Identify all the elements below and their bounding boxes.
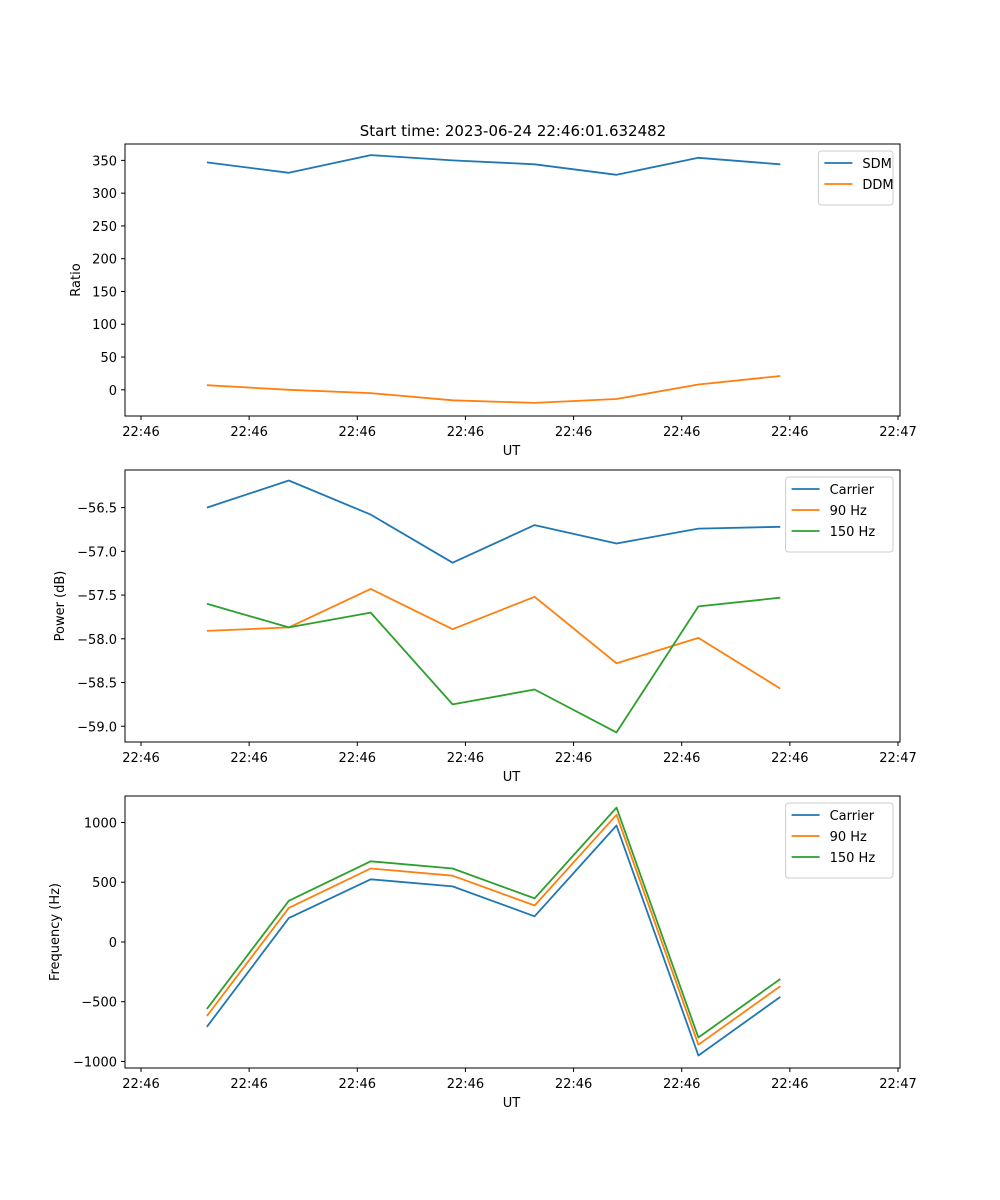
legend-label: 150 Hz [830, 851, 876, 866]
x-tick-label: 22:46 [771, 425, 808, 440]
axes-frame [124, 795, 901, 1069]
y-tick-label: −59.0 [77, 720, 117, 735]
x-tick-label: 22:46 [122, 1077, 159, 1092]
x-tick-label: 22:46 [339, 425, 376, 440]
x-tick-label: 22:46 [230, 751, 267, 766]
x-tick-label: 22:46 [771, 751, 808, 766]
legend-box [785, 476, 894, 553]
series-line-carrier [206, 479, 781, 564]
x-tick-label: 22:46 [230, 1077, 267, 1092]
x-tick-label: 22:46 [555, 751, 592, 766]
x-tick-label: 22:46 [339, 1077, 376, 1092]
x-tick-label: 22:46 [339, 751, 376, 766]
x-tick-label: 22:46 [230, 425, 267, 440]
legend: SDM DDM [817, 150, 894, 206]
series-line-ddm [206, 375, 781, 404]
y-tick-label: −500 [81, 996, 117, 1011]
y-tick-label: −57.5 [77, 589, 117, 604]
legend-box [817, 150, 894, 206]
series-line-90-hz [206, 588, 781, 690]
y-tick-label: 50 [100, 351, 117, 366]
legend-label: Carrier [830, 483, 875, 498]
series-line-150-hz [206, 596, 781, 734]
y-tick-label: 300 [92, 187, 117, 202]
x-tick-label: 22:46 [447, 751, 484, 766]
x-axis-label: UT [503, 444, 521, 459]
chart-panel-3: 22:46 22:46 22:46 22:46 22:46 22:46 22:46 22:47… [48, 795, 917, 1111]
x-tick-label: 22:46 [122, 425, 159, 440]
x-tick-label: 22:46 [122, 751, 159, 766]
chart-panels: 22:46 22:46 22:46 22:46 22:46 22:46 22:46 22:47… [48, 143, 917, 1111]
y-tick-label: 1000 [84, 817, 117, 832]
series-line-90-hz [206, 813, 781, 1046]
legend-label: SDM [862, 157, 891, 172]
y-tick-label: −58.0 [77, 633, 117, 648]
y-tick-label: 200 [92, 253, 117, 268]
y-tick-label: 500 [92, 876, 117, 891]
x-tick-label: 22:46 [447, 1077, 484, 1092]
x-tick-label: 22:47 [879, 1077, 916, 1092]
legend-label: 150 Hz [830, 525, 876, 540]
x-tick-label: 22:46 [663, 425, 700, 440]
chart-panel-2: 22:46 22:46 22:46 22:46 22:46 22:46 22:46 22:47… [53, 469, 917, 785]
x-axis-label: UT [503, 770, 521, 785]
y-tick-label: 0 [109, 936, 117, 951]
legend-label: DDM [862, 178, 893, 193]
x-tick-label: 22:46 [663, 751, 700, 766]
y-tick-label: 150 [92, 285, 117, 300]
x-tick-label: 22:46 [555, 1077, 592, 1092]
x-tick-label: 22:46 [663, 1077, 700, 1092]
y-tick-label: −58.5 [77, 677, 117, 692]
y-tick-label: −56.5 [77, 502, 117, 517]
x-tick-label: 22:47 [879, 751, 916, 766]
series-line-carrier [206, 824, 781, 1057]
axes-frame [124, 469, 901, 743]
legend-label: Carrier [830, 809, 875, 824]
axes-frame [124, 143, 901, 417]
y-tick-label: −57.0 [77, 545, 117, 560]
y-tick-label: 350 [92, 154, 117, 169]
x-tick-label: 22:46 [447, 425, 484, 440]
legend-label: 90 Hz [830, 504, 867, 519]
series-line-sdm [206, 154, 781, 176]
legend-box [785, 802, 894, 879]
chart-panel-1: 22:46 22:46 22:46 22:46 22:46 22:46 22:46 22:47… [69, 143, 917, 459]
y-tick-label: 100 [92, 318, 117, 333]
y-tick-label: 250 [92, 220, 117, 235]
y-tick-label: −1000 [73, 1055, 117, 1070]
legend: Carrier 90 Hz 150 Hz [785, 802, 894, 879]
legend: Carrier 90 Hz 150 Hz [785, 476, 894, 553]
x-tick-label: 22:46 [555, 425, 592, 440]
y-axis-label: Power (dB) [53, 571, 68, 642]
y-tick-label: 0 [109, 384, 117, 399]
legend-label: 90 Hz [830, 830, 867, 845]
x-tick-label: 22:47 [879, 425, 916, 440]
x-tick-label: 22:46 [771, 1077, 808, 1092]
series-line-150-hz [206, 806, 781, 1039]
x-axis-label: UT [503, 1096, 521, 1111]
y-axis-label: Frequency (Hz) [48, 883, 63, 981]
figure-title: Start time: 2023-06-24 22:46:01.632482 [360, 122, 666, 140]
y-axis-label: Ratio [69, 263, 84, 296]
